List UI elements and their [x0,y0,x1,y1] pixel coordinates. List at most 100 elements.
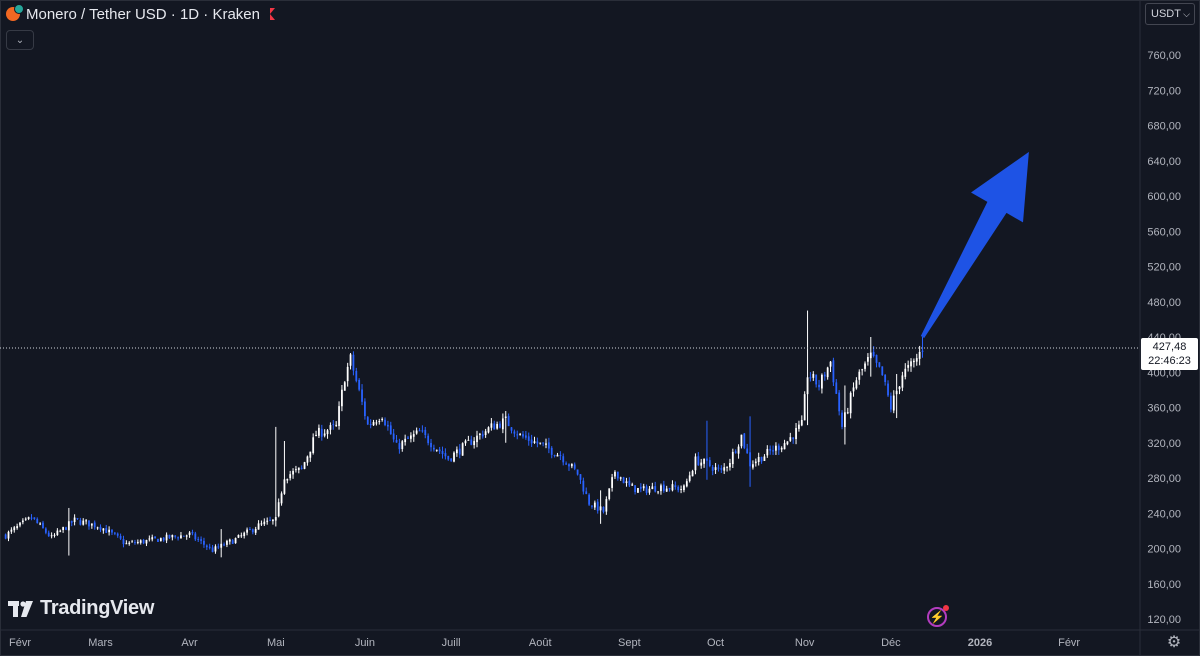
x-tick-label: Août [529,637,552,649]
candle-body [708,460,711,466]
candle-body [50,535,53,537]
candle-body [832,360,835,383]
y-tick-label: 480,00 [1147,297,1181,309]
candle-body [622,477,625,484]
candle-body [231,540,234,544]
candle-body [596,501,599,511]
candle-body [88,520,90,527]
candle-body [637,488,639,493]
candle-body [726,466,728,468]
candle-body [806,377,809,395]
candle-body [79,520,82,525]
candle-body [99,526,102,530]
currency-select[interactable]: USDT ⌵ [1145,3,1195,25]
candle-body [547,442,550,449]
collapse-legend-button[interactable]: ⌄ [6,30,34,50]
candle-body [481,434,484,437]
candle-body [208,546,211,548]
y-tick-label: 600,00 [1147,191,1181,203]
candle-body [447,455,450,460]
candle-body [749,452,751,467]
candle-body [588,494,591,505]
lightning-icon: ⚡ [929,610,945,624]
candle-body [335,424,338,426]
candle-body [318,427,320,436]
candle-body [752,464,754,468]
candle-body [593,502,596,508]
candle-body [737,446,740,454]
y-tick-label: 280,00 [1147,473,1181,485]
candle-body [501,418,504,430]
flag-icon[interactable] [269,8,275,20]
x-tick-label: Mars [88,637,113,649]
candle-body [286,478,289,481]
bar-countdown: 22:46:23 [1148,355,1191,367]
candle-body [154,536,156,539]
candle-body [815,374,818,385]
candle-body [427,435,430,444]
x-tick-label: Févr [9,637,31,649]
candle-body [162,537,165,541]
candle-body [510,427,513,431]
candle-body [174,535,177,537]
candle-body [907,365,910,368]
candle-body [409,435,412,439]
candle-body [424,429,427,436]
candle-body [559,455,562,457]
candle-body [605,499,608,512]
tradingview-logo[interactable]: TradingView [8,597,154,620]
candle-body [792,437,795,440]
candle-body [404,438,407,443]
candle-body [438,449,441,452]
chevron-down-icon: ⌵ [1183,8,1190,19]
x-tick-label: Sept [618,637,641,649]
candle-body [464,440,467,444]
candle-body [113,532,116,534]
candle-body [418,430,421,432]
candle-body [59,530,62,532]
candle-body [683,485,685,491]
candle-body [142,539,145,544]
candle-body [570,463,573,467]
candle-body [898,386,901,390]
candle-body [478,433,481,435]
candle-body [660,485,662,492]
candle-body [272,519,274,522]
candle-body [303,462,306,469]
candle-body [128,542,131,544]
settings-gear-button[interactable]: ⚙ [1165,633,1183,651]
candle-body [251,529,254,533]
candle-body [918,351,921,359]
candle-body [33,517,36,519]
candle-body [243,532,246,537]
candle-body [432,447,435,450]
candle-body [56,530,59,536]
candle-body [818,384,820,388]
candle-body [504,416,507,418]
candle-body [372,422,375,426]
candle-body [473,441,476,446]
candle-body [746,448,749,454]
candle-body [182,535,185,537]
candle-body [648,488,651,493]
candle-body [70,521,73,523]
candle-body [332,424,335,426]
candle-body [591,505,593,507]
candle-body [122,539,125,545]
candle-body [861,369,864,371]
x-tick-label: Mai [267,637,285,649]
x-tick-label: Oct [707,637,724,649]
candle-body [556,454,559,457]
lightning-alert-button[interactable]: ⚡ [927,605,949,627]
candle-body [82,520,85,525]
candle-body [864,363,866,369]
candle-body [157,538,159,542]
candle-body [881,366,884,376]
chevron-down-icon: ⌄ [15,34,25,46]
candle-body [10,529,13,532]
candle-body [389,425,392,435]
candle-body [553,455,556,457]
symbol-header[interactable]: Monero / Tether USD · 1D · Kraken [6,4,275,24]
y-tick-label: 400,00 [1147,367,1181,379]
